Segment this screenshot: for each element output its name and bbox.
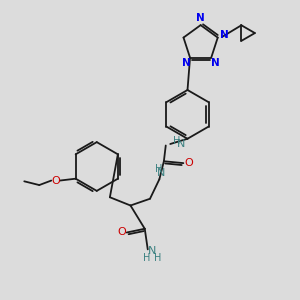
- Text: N: N: [211, 58, 220, 68]
- Text: O: O: [184, 158, 193, 168]
- Text: N: N: [182, 58, 190, 68]
- Text: H: H: [173, 136, 181, 146]
- Text: H: H: [142, 253, 150, 262]
- Text: H: H: [155, 164, 163, 175]
- Text: O: O: [51, 176, 60, 186]
- Text: N: N: [148, 246, 156, 256]
- Text: N: N: [220, 31, 229, 40]
- Text: H: H: [154, 253, 162, 262]
- Text: N: N: [177, 139, 185, 148]
- Text: O: O: [117, 227, 126, 238]
- Text: N: N: [196, 14, 205, 23]
- Text: N: N: [157, 167, 165, 178]
